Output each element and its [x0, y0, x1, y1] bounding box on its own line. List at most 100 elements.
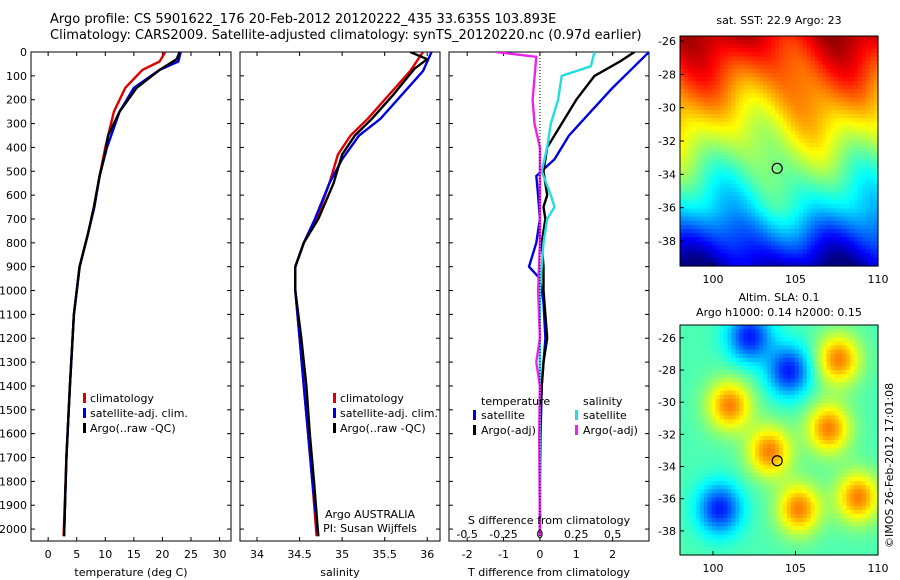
- map-cell: [723, 452, 729, 458]
- map-cell: [759, 101, 764, 107]
- map-cell: [802, 386, 808, 392]
- map-cell: [775, 60, 780, 66]
- map-cell: [822, 378, 828, 384]
- map-cell: [735, 146, 740, 152]
- map-cell: [707, 56, 713, 62]
- map-cell: [731, 40, 737, 45]
- map-cell: [719, 444, 725, 449]
- map-cell: [798, 216, 804, 222]
- map-cell: [822, 345, 828, 351]
- map-cell: [779, 237, 784, 242]
- map-cell: [711, 52, 717, 58]
- map-cell: [866, 134, 871, 140]
- map-cell: [798, 122, 804, 127]
- map-cell: [687, 134, 693, 140]
- map-cell: [842, 366, 847, 371]
- map-cell: [687, 155, 693, 160]
- map-cell: [759, 105, 764, 111]
- map-cell: [782, 187, 788, 193]
- map-cell: [794, 370, 800, 375]
- map-cell: [818, 415, 824, 421]
- map-cell: [771, 151, 776, 156]
- map-cell: [743, 138, 748, 144]
- legend-swatch: [473, 425, 476, 435]
- map-cell: [755, 423, 760, 429]
- map-cell: [719, 118, 725, 123]
- map-cell: [723, 481, 729, 486]
- map-cell: [771, 444, 776, 449]
- map-cell: [703, 341, 709, 347]
- map-cell: [735, 68, 740, 74]
- map-cell: [739, 204, 744, 210]
- map-cell: [711, 431, 717, 437]
- map-cell: [747, 245, 752, 251]
- map-cell: [747, 237, 752, 242]
- map-cell: [802, 382, 808, 388]
- map-cell: [814, 448, 820, 453]
- map-cell: [790, 435, 796, 441]
- map-cell: [683, 77, 689, 82]
- map-cell: [751, 224, 756, 230]
- map-cell: [771, 175, 776, 181]
- map-cell: [739, 353, 744, 359]
- map-cell: [846, 448, 851, 453]
- y-tick-label: -28: [658, 68, 676, 81]
- map-cell: [834, 460, 839, 466]
- map-cell: [771, 101, 776, 107]
- map-cell: [731, 431, 737, 437]
- map-cell: [711, 142, 717, 148]
- map-cell: [842, 130, 847, 136]
- map-cell: [782, 460, 788, 466]
- map-cell: [790, 370, 796, 375]
- map-cell: [818, 374, 824, 379]
- map-cell: [707, 341, 713, 347]
- map-cell: [711, 325, 717, 330]
- map-cell: [822, 245, 828, 251]
- map-cell: [790, 175, 796, 181]
- map-cell: [699, 134, 705, 140]
- map-cell: [707, 382, 713, 388]
- map-cell: [759, 353, 764, 359]
- map-cell: [743, 142, 748, 148]
- map-cell: [695, 224, 701, 230]
- map-cell: [822, 241, 828, 247]
- map-cell: [822, 142, 828, 148]
- map-cell: [723, 44, 729, 49]
- map-cell: [707, 155, 713, 160]
- map-cell: [771, 109, 776, 115]
- map-cell: [854, 126, 859, 132]
- map-cell: [771, 224, 776, 230]
- map-cell: [814, 130, 820, 136]
- map-cell: [858, 44, 863, 49]
- map-cell: [767, 329, 772, 334]
- map-cell: [874, 460, 879, 466]
- map-cell: [747, 233, 752, 238]
- map-cell: [782, 370, 788, 375]
- map-cell: [862, 361, 867, 367]
- map-cell: [826, 366, 832, 371]
- map-cell: [680, 452, 685, 458]
- map-cell: [826, 394, 832, 400]
- map-cell: [695, 179, 701, 185]
- map-cell: [822, 464, 828, 470]
- map-cell: [731, 192, 737, 197]
- y-tick-label: 1000: [0, 285, 27, 298]
- map-cell: [739, 200, 744, 205]
- map-cell: [806, 72, 812, 78]
- map-cell: [715, 464, 721, 470]
- map-cell: [858, 204, 863, 210]
- map-cell: [806, 68, 812, 74]
- map-cell: [846, 398, 851, 404]
- map-cell: [850, 398, 855, 404]
- map-cell: [771, 44, 776, 49]
- map-cell: [687, 72, 693, 78]
- map-cell: [826, 216, 832, 222]
- map-cell: [775, 52, 780, 58]
- map-cell: [798, 241, 804, 247]
- map-cell: [695, 419, 701, 425]
- map-cell: [691, 435, 697, 441]
- map-cell: [834, 253, 839, 259]
- map-cell: [806, 411, 812, 416]
- map-cell: [806, 175, 812, 181]
- map-cell: [731, 361, 737, 367]
